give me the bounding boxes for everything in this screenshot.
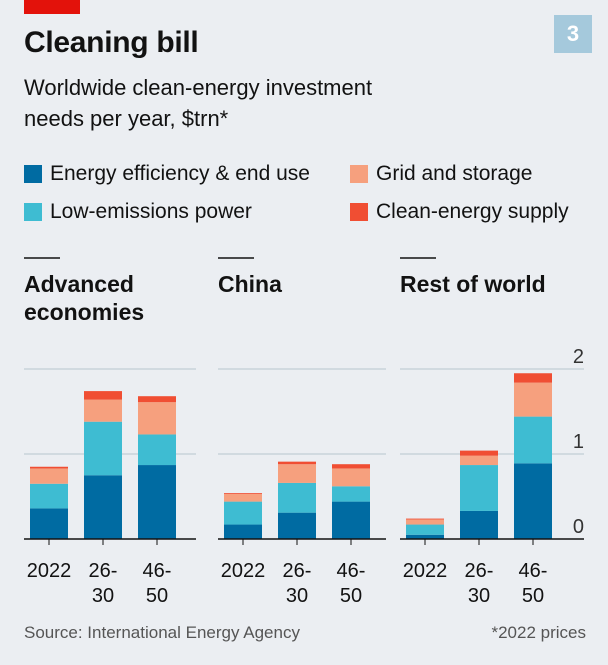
bar-segment <box>138 434 176 466</box>
bar-segment <box>406 519 444 525</box>
x-tick-label-line: 46- <box>519 560 548 582</box>
legend-label: Energy efficiency & end use <box>50 162 310 185</box>
chart-number: 3 <box>566 21 580 46</box>
bar-segment <box>460 465 498 511</box>
x-tick-label: 2022 <box>403 560 448 582</box>
bar-segment <box>138 465 176 539</box>
subtitle-line-2: needs per year, $trn* <box>24 106 229 131</box>
bar-segment <box>514 382 552 417</box>
x-tick-label: 46-50 <box>337 560 366 607</box>
x-tick-label: 46-50 <box>519 560 548 607</box>
bar-segment <box>460 455 498 466</box>
x-tick-label-line: 26- <box>465 560 494 582</box>
bar-segment <box>278 512 316 539</box>
bar-segment <box>332 464 370 469</box>
bar-segment <box>460 450 498 456</box>
source-note: Source: International Energy Agency <box>24 623 300 642</box>
panel-title: China <box>218 271 282 297</box>
x-tick-label-line: 26- <box>283 560 312 582</box>
bar-segment <box>84 475 122 539</box>
legend: Energy efficiency & end use Grid and sto… <box>24 162 604 242</box>
bar-segment <box>406 524 444 535</box>
panel-title-line: Advanced <box>24 271 134 297</box>
legend-label: Clean-energy supply <box>376 200 569 223</box>
x-tick-label-line: 30 <box>286 585 308 607</box>
x-tick-label-line: 2022 <box>27 560 72 582</box>
bar-segment <box>332 501 370 539</box>
x-tick-label: 26-30 <box>89 560 118 607</box>
x-tick-label: 26-30 <box>465 560 494 607</box>
bar-segment <box>30 483 68 509</box>
brand-red-tab <box>24 0 80 14</box>
bar-segment <box>406 518 444 520</box>
legend-label: Grid and storage <box>376 162 533 185</box>
bar-segment <box>30 508 68 539</box>
bar-segment <box>332 486 370 502</box>
legend-swatch <box>24 203 42 221</box>
panel-title-line: China <box>218 271 282 297</box>
x-tick-label: 2022 <box>221 560 266 582</box>
prices-note: *2022 prices <box>491 623 586 642</box>
legend-swatch <box>24 165 42 183</box>
bar-segment <box>224 501 262 525</box>
panel-title: Rest of world <box>400 271 546 297</box>
bar-segment <box>514 416 552 464</box>
bar-segment <box>514 373 552 383</box>
y-tick-label: 2 <box>573 346 584 368</box>
x-tick-label-line: 26- <box>89 560 118 582</box>
bar-segment <box>406 534 444 539</box>
chart-subtitle: Worldwide clean-energy investment needs … <box>24 72 494 134</box>
x-tick-label-line: 30 <box>468 585 490 607</box>
bar-segment <box>30 468 68 484</box>
legend-item-grid-storage: Grid and storage <box>350 162 532 186</box>
panel-title-line: economies <box>24 299 144 325</box>
bar-segment <box>278 461 316 465</box>
x-tick-label: 26-30 <box>283 560 312 607</box>
x-tick-label-line: 46- <box>337 560 366 582</box>
bar-segment <box>84 399 122 422</box>
x-tick-label-line: 2022 <box>403 560 448 582</box>
x-tick-label: 2022 <box>27 560 72 582</box>
panel-title: Advanced economies <box>24 271 144 325</box>
bar-segment <box>224 493 262 494</box>
bar-segment <box>138 402 176 435</box>
chart-title: Cleaning bill <box>24 26 199 59</box>
legend-label: Low-emissions power <box>50 200 252 223</box>
x-tick-label-line: 2022 <box>221 560 266 582</box>
legend-swatch <box>350 203 368 221</box>
legend-item-energy-efficiency: Energy efficiency & end use <box>24 162 310 186</box>
x-tick-label: 46-50 <box>143 560 172 607</box>
y-tick-label: 0 <box>573 516 584 538</box>
bar-segment <box>138 396 176 403</box>
y-tick-label: 1 <box>573 431 584 453</box>
panel-title-line: Rest of world <box>400 271 546 297</box>
bar-segment <box>84 391 122 400</box>
x-tick-label-line: 30 <box>92 585 114 607</box>
legend-item-clean-supply: Clean-energy supply <box>350 200 569 224</box>
bar-segment <box>224 524 262 539</box>
bar-segment <box>460 510 498 539</box>
chart-number-badge: 3 <box>554 15 592 53</box>
bar-segment <box>30 466 68 469</box>
bar-segment <box>278 464 316 483</box>
bar-segment <box>278 482 316 513</box>
legend-item-low-emissions: Low-emissions power <box>24 200 252 224</box>
bar-segment <box>84 421 122 476</box>
x-tick-label-line: 50 <box>340 585 362 607</box>
x-tick-label-line: 50 <box>522 585 544 607</box>
bar-segment <box>514 463 552 539</box>
subtitle-line-1: Worldwide clean-energy investment <box>24 75 373 100</box>
x-tick-label-line: 46- <box>143 560 172 582</box>
bar-segment <box>224 493 262 502</box>
x-tick-label-line: 50 <box>146 585 168 607</box>
bar-segment <box>332 468 370 487</box>
legend-swatch <box>350 165 368 183</box>
